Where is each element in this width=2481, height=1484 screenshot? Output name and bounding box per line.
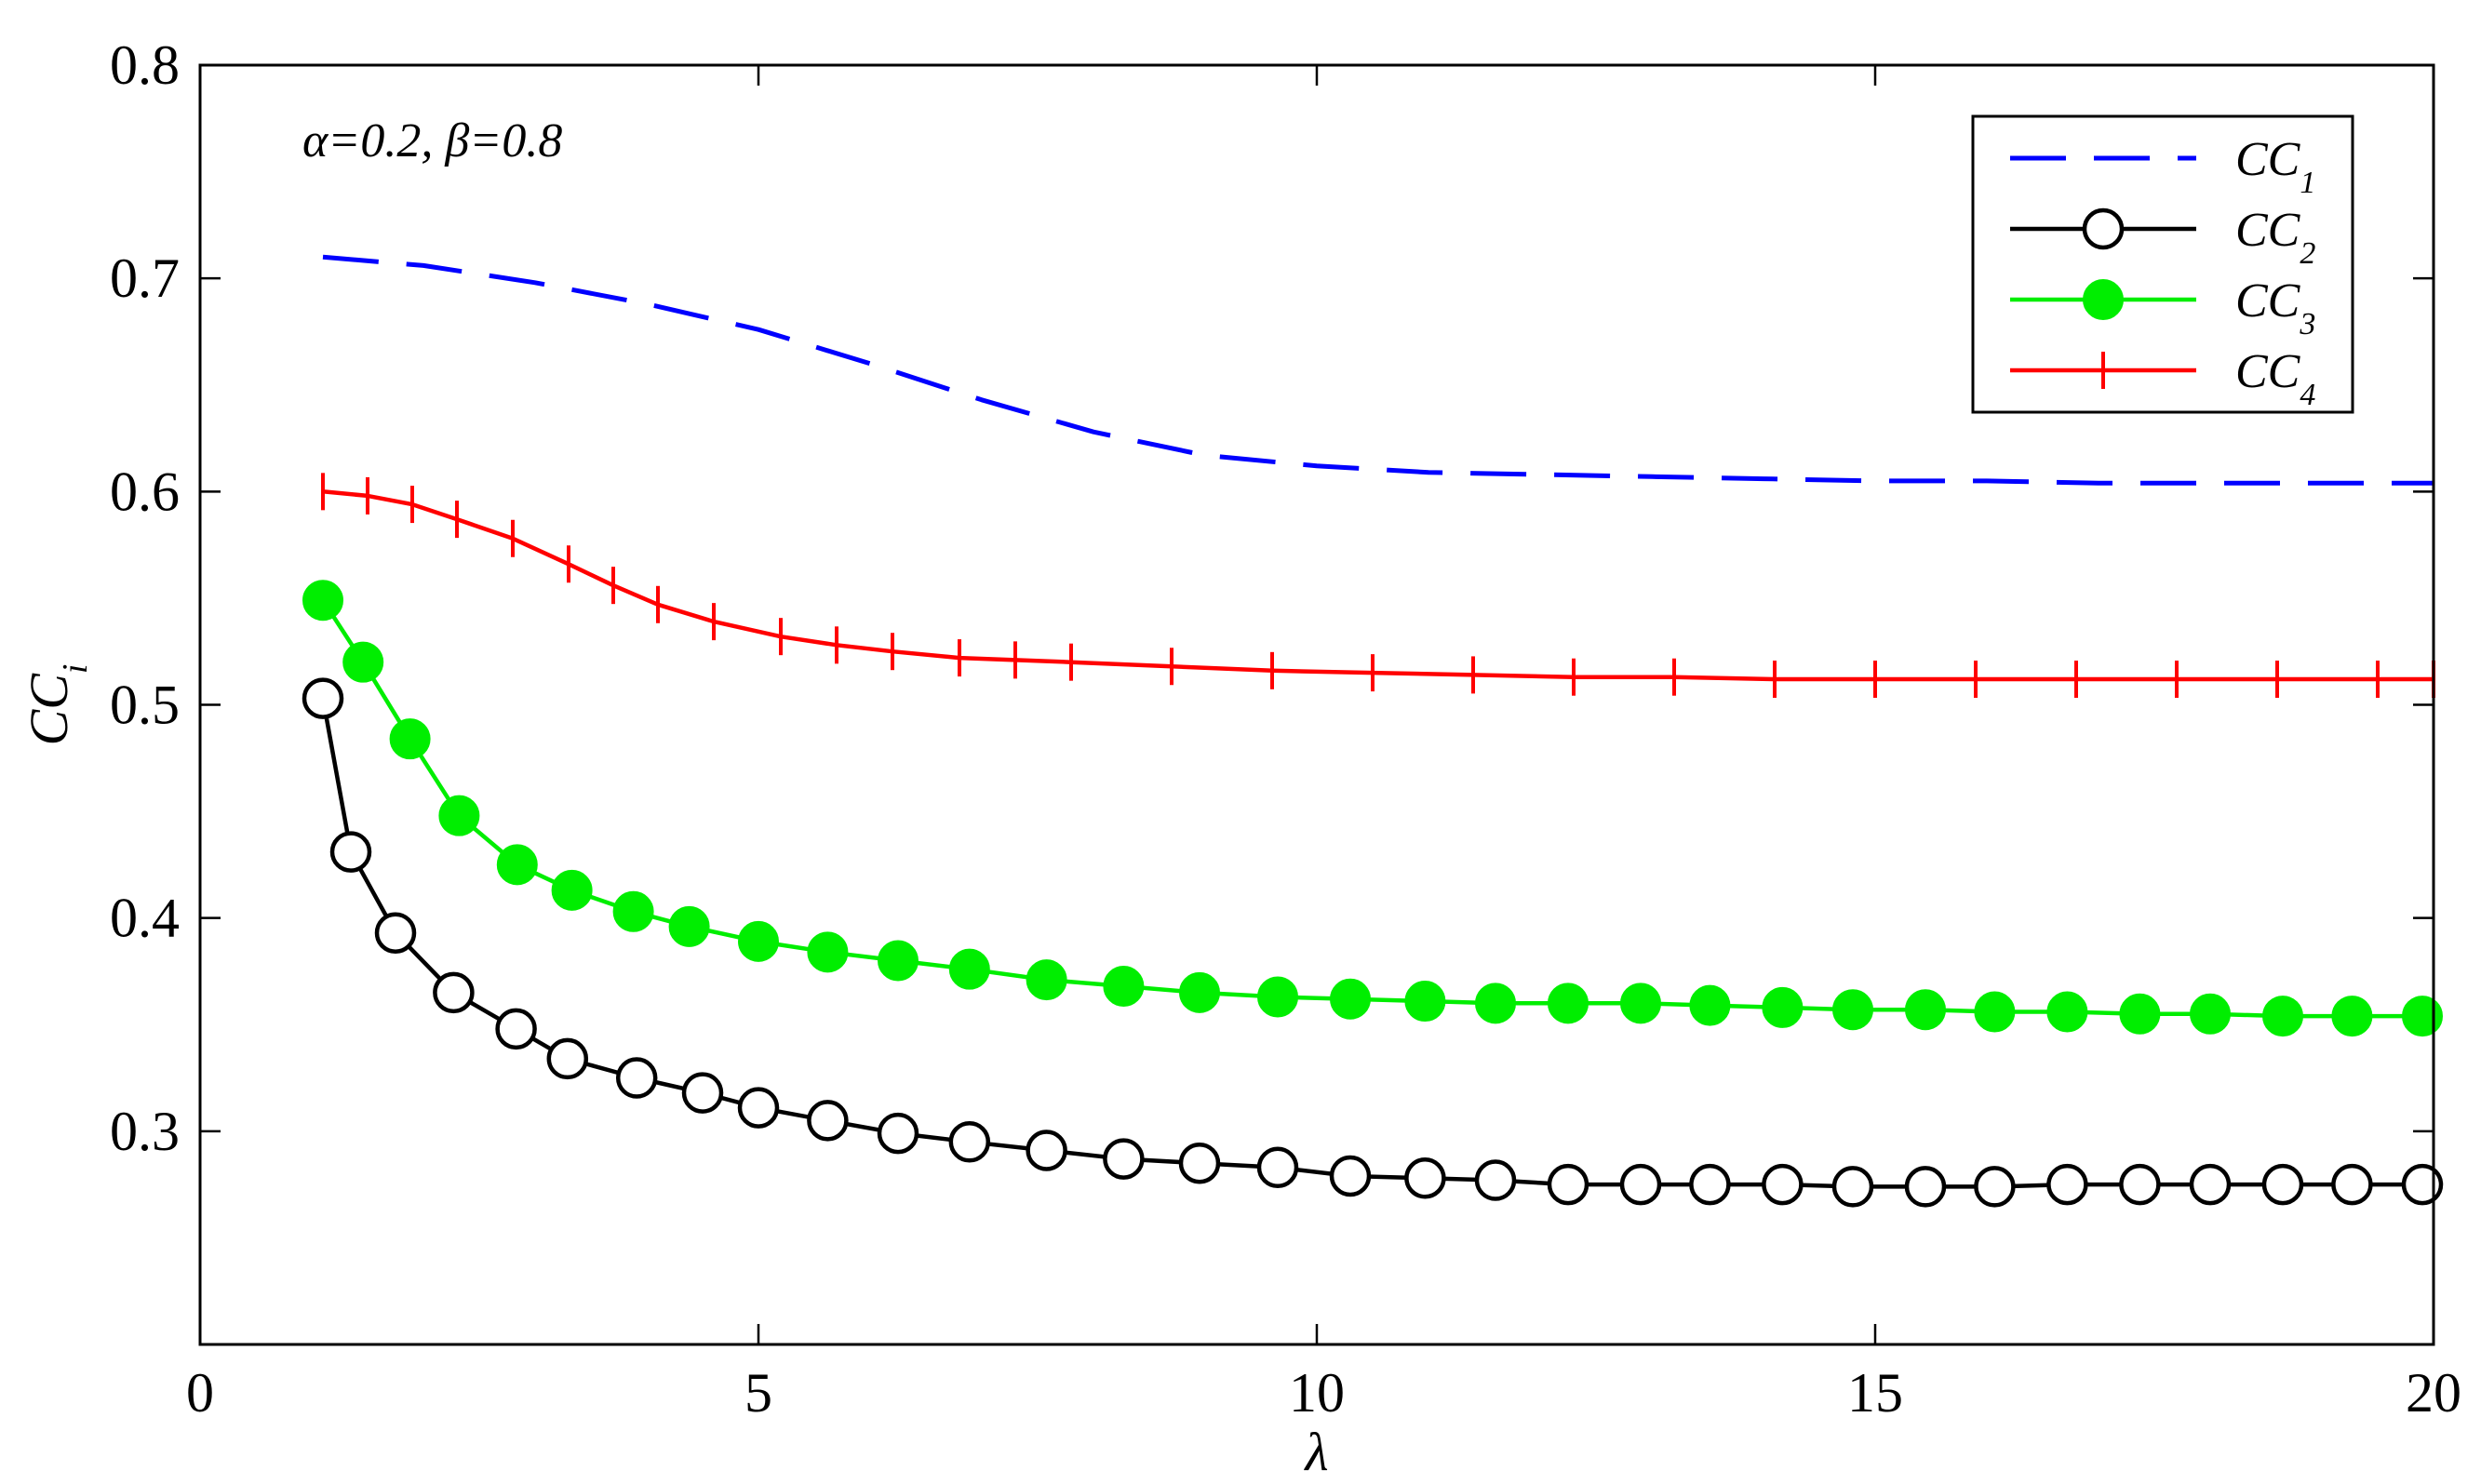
data-point [1831,1166,1874,1208]
data-point [1256,1146,1299,1189]
data-point [329,831,372,873]
data-point [495,1008,537,1050]
data-point [2083,279,2124,320]
data-point [2402,996,2443,1037]
data-point [1103,1138,1145,1180]
x-tick-label: 20 [2406,1362,2461,1424]
data-point [433,971,475,1014]
data-point [1762,986,1804,1028]
data-point [1974,1166,2016,1208]
legend-item: CC1 [2010,133,2315,200]
data-point [1474,1159,1517,1201]
legend-box [1971,114,2354,414]
data-point [496,844,538,886]
y-axis-label-group: CCi [19,664,95,746]
y-tick-label: 0.5 [110,675,180,736]
data-point [1548,983,1589,1024]
data-point [551,869,593,911]
y-tick-label: 0.8 [110,34,180,96]
data-point [1904,1166,1947,1208]
data-point [2262,996,2303,1037]
data-point [2331,996,2373,1037]
x-tick-label: 0 [186,1362,214,1424]
data-point [1475,983,1516,1024]
x-tick-label: 10 [1289,1362,1345,1424]
legend-label: CC1 [2235,133,2315,200]
data-point [615,1057,658,1099]
plot-layer [302,254,2444,1208]
data-point [2046,1163,2088,1206]
data-point [1689,1163,1731,1206]
legend-label: CC2 [2235,204,2315,271]
y-tick-label: 0.3 [110,1101,180,1162]
data-point [1762,1163,1804,1206]
y-tick-label: 0.4 [110,888,180,949]
data-point [438,795,480,836]
ticks-layer: 0 5 10 15 20 0.3 0.4 0.5 0.6 0.7 0.8 [110,34,2461,1424]
data-point [738,920,779,962]
data-point [1905,989,1946,1031]
series-1 [322,254,2434,486]
series-line [322,254,2434,486]
data-point [1547,1163,1589,1206]
data-point [807,931,849,973]
data-point [612,890,654,932]
legend-item: CC4 [2010,345,2315,412]
series-3 [302,580,2443,1037]
data-point [1832,989,1873,1031]
data-point [1103,966,1145,1007]
series-4 [321,473,2435,698]
x-tick-label: 15 [1847,1362,1903,1424]
series-2 [302,677,2444,1208]
data-point [2119,993,2161,1035]
data-point [878,940,919,982]
data-point [2331,1163,2373,1206]
data-point [2261,1163,2304,1206]
data-point [1404,1157,1446,1199]
data-point [302,580,343,622]
data-point [1619,1163,1662,1206]
data-point [877,1112,919,1155]
x-axis-label: λ [1303,1422,1328,1482]
legend-item: CC2 [2010,204,2315,271]
data-point [342,641,384,683]
data-point [546,1037,589,1080]
data-point [1026,1130,1067,1171]
data-point [1330,978,1371,1020]
data-point [2046,991,2088,1033]
data-point [389,718,431,760]
data-point [1026,959,1067,1001]
data-point [2401,1163,2444,1206]
y-tick-label: 0.6 [110,461,180,522]
y-axis-label: CCi [19,664,95,746]
legend-label: CC3 [2235,274,2315,341]
data-point [2189,1163,2232,1206]
y-tick-label: 0.7 [110,247,180,309]
data-point [1178,1142,1221,1184]
data-point [1179,971,1220,1013]
data-point [737,1087,780,1129]
legend-label: CC4 [2235,345,2315,412]
legend-item: CC3 [2010,274,2315,341]
data-point [681,1072,724,1114]
data-point [807,1100,849,1142]
data-point [948,1121,991,1163]
data-point [2119,1163,2161,1206]
data-point [2190,993,2231,1035]
data-point [948,948,990,990]
data-point [1329,1155,1372,1197]
data-point [1689,984,1731,1026]
data-point [1404,981,1446,1023]
parameter-annotation: α=0.2, β=0.8 [302,114,562,167]
data-point [2082,207,2125,250]
x-tick-label: 5 [744,1362,772,1424]
data-point [1974,991,2016,1033]
data-point [1620,983,1661,1024]
data-point [1257,976,1298,1018]
data-point [302,677,344,719]
data-point [668,905,710,947]
data-point [374,912,417,954]
